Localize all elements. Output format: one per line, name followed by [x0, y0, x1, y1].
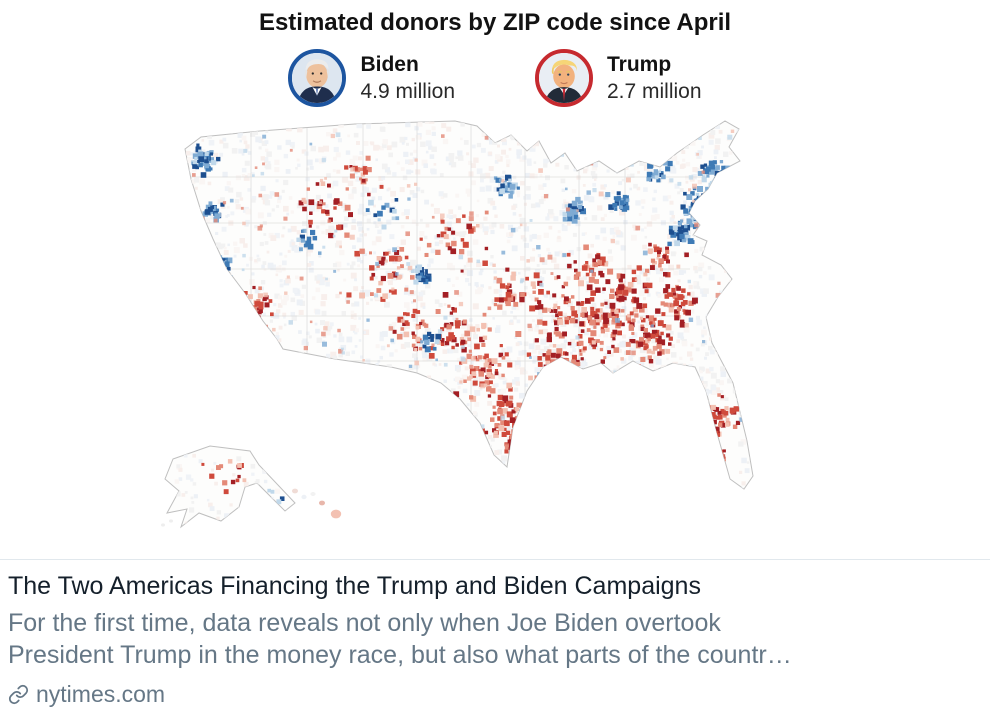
- map-title: Estimated donors by ZIP code since April: [258, 9, 732, 36]
- legend-value-biden: 4.9 million: [360, 80, 455, 103]
- map-container: [0, 111, 990, 536]
- article-description: For the first time, data reveals not onl…: [8, 608, 980, 672]
- card-media: Estimated donors by ZIP code since April: [0, 9, 990, 560]
- trump-avatar: [535, 49, 593, 107]
- alaska-landmass: [164, 445, 296, 529]
- map-legend: Biden 4.9 million: [0, 49, 990, 107]
- legend-name-trump: Trump: [607, 52, 672, 76]
- description-line-1: For the first time, data reveals not onl…: [8, 609, 721, 638]
- description-line-2: President Trump in the money race, but a…: [8, 641, 792, 669]
- us-zip-choropleth-map: [161, 120, 754, 529]
- biden-portrait-icon: [292, 53, 343, 103]
- state-borders: [185, 121, 710, 471]
- trump-portrait-icon: [539, 53, 589, 103]
- biden-avatar: [288, 49, 347, 107]
- hawaii-islands: [161, 488, 342, 527]
- legend-name-biden: Biden: [360, 52, 419, 76]
- article-title: The Two Americas Financing the Trump and…: [8, 572, 701, 600]
- card-body: The Two Americas Financing the Trump and…: [0, 560, 990, 708]
- legend-item-biden: Biden 4.9 million: [288, 49, 455, 107]
- link-icon: [8, 684, 29, 704]
- source-row: nytimes.com: [8, 681, 980, 708]
- source-domain: nytimes.com: [36, 680, 166, 707]
- legend-value-trump: 2.7 million: [607, 80, 702, 103]
- legend-item-trump: Trump 2.7 million: [535, 49, 702, 107]
